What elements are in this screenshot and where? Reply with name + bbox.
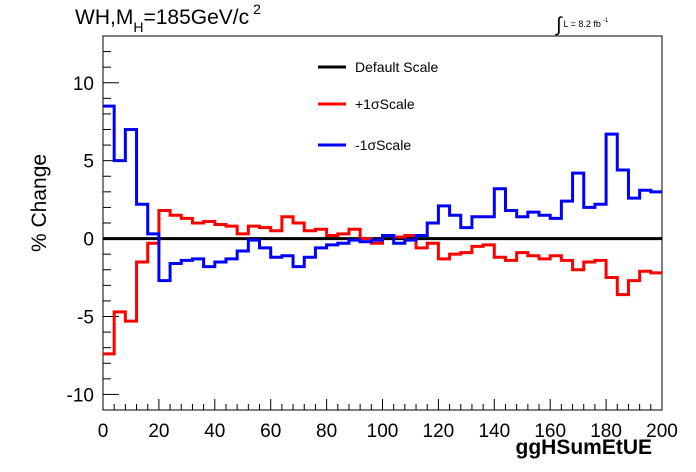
x-tick-label: 140 xyxy=(478,421,510,442)
x-tick-label: 160 xyxy=(534,421,566,442)
series-line-1 xyxy=(103,209,662,356)
y-axis-label: % Change xyxy=(28,153,51,252)
title-subscript: H xyxy=(133,19,144,35)
x-tick-label: 180 xyxy=(590,421,622,442)
x-tick-label: 80 xyxy=(316,421,337,442)
y-tick-label: -5 xyxy=(77,308,94,329)
y-tick-label: 10 xyxy=(73,74,94,95)
legend-label-2: -1σScale xyxy=(355,137,411,153)
legend: Default Scale +1σScale -1σScale xyxy=(318,59,438,153)
x-tick-label: 40 xyxy=(204,421,225,442)
legend-label-0: Default Scale xyxy=(355,59,438,75)
plot-frame xyxy=(102,35,663,411)
axes: 0 20 40 60 80 100 120 140 160 180 200 -10 -5 0 5 10 xyxy=(67,35,678,442)
x-tick-label: 20 xyxy=(148,421,169,442)
title-superscript: 2 xyxy=(253,1,261,17)
x-tick-label: 0 xyxy=(98,421,109,442)
lumi-superscript: -1 xyxy=(602,18,609,24)
luminosity-label: ∫ L = 8.2 fb -1 xyxy=(556,10,609,36)
y-tick-label: 0 xyxy=(83,230,94,251)
series-line-2 xyxy=(103,104,662,283)
x-axis-label: ggHSumEtUE xyxy=(515,436,653,459)
y-tick-label: 5 xyxy=(83,152,94,173)
lumi-text: L = 8.2 fb xyxy=(563,19,601,29)
x-tick-label: 100 xyxy=(367,421,399,442)
x-tick-label: 120 xyxy=(423,421,455,442)
integral-symbol: ∫ xyxy=(556,14,562,36)
x-tick-label: 60 xyxy=(260,421,281,442)
series-group xyxy=(103,104,662,356)
y-tick-label: -10 xyxy=(67,385,94,406)
title-prefix: WH,M xyxy=(75,6,134,29)
x-tick-label: 200 xyxy=(646,421,678,442)
chart-title: WH,MH=185GeV/c 2 xyxy=(75,1,261,35)
legend-label-1: +1σScale xyxy=(355,96,415,112)
title-value: =185GeV/c xyxy=(143,6,250,29)
